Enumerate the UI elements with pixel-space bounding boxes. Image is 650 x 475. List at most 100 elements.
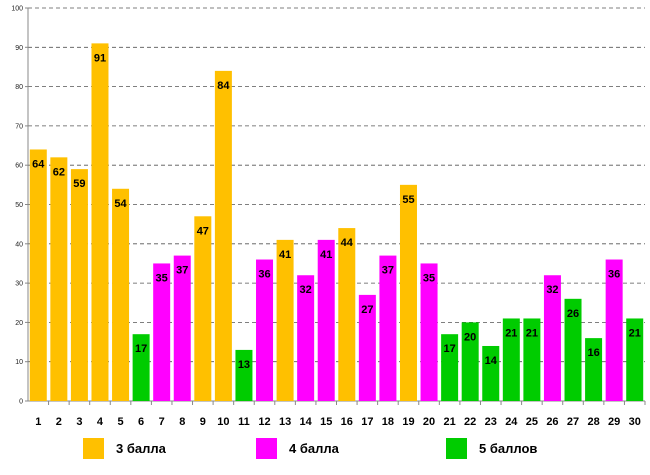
x-tick-label: 17	[361, 416, 373, 428]
bar	[399, 184, 417, 401]
data-label: 20	[464, 331, 476, 343]
legend-label-5-ballov: 5 баллов	[479, 440, 538, 456]
data-label: 36	[608, 269, 620, 281]
x-tick-label: 16	[341, 416, 353, 428]
y-tick-label: 40	[15, 241, 23, 248]
x-tick-label: 10	[217, 416, 229, 428]
x-tick-label: 6	[138, 416, 144, 428]
bar	[317, 239, 335, 401]
bar	[626, 318, 644, 401]
x-tick-label: 11	[238, 416, 250, 428]
bar	[461, 322, 479, 401]
x-tick-label: 20	[423, 416, 435, 428]
x-tick-label: 29	[608, 416, 620, 428]
data-label: 44	[341, 237, 354, 249]
y-tick-label: 80	[15, 84, 23, 91]
data-label: 37	[382, 265, 394, 277]
data-label: 16	[587, 347, 599, 359]
legend-label-3-balla: 3 балла	[116, 440, 166, 456]
legend-item-4-balla: 4 балла	[256, 436, 339, 460]
data-label: 35	[156, 272, 168, 284]
x-tick-label: 19	[402, 416, 414, 428]
legend-swatch-3-balla	[83, 437, 104, 459]
bar	[173, 255, 191, 401]
x-tick-label: 13	[279, 416, 291, 428]
data-label: 32	[300, 284, 312, 296]
x-tick-label: 21	[443, 416, 455, 428]
bar	[585, 338, 603, 401]
legend-item-5-ballov: 5 баллов	[446, 436, 537, 460]
data-label: 17	[135, 343, 147, 355]
x-tick-label: 1	[35, 416, 41, 428]
bar	[153, 263, 171, 401]
x-tick-label: 4	[97, 416, 104, 428]
x-tick-label: 27	[567, 416, 579, 428]
bar	[276, 239, 294, 401]
bar	[502, 318, 520, 401]
data-label: 54	[114, 198, 127, 210]
data-label: 84	[217, 80, 230, 92]
y-tick-label: 30	[15, 281, 23, 288]
legend: 3 балла 4 балла 5 баллов	[0, 436, 650, 466]
bar	[564, 298, 582, 401]
data-label: 36	[258, 269, 270, 281]
legend-swatch-4-balla	[256, 437, 277, 459]
x-tick-label: 24	[505, 416, 518, 428]
data-labels: 64 62 59 91 54 17 35 37 47 84 13 36 41 32 41 44 27 37 55 35…	[32, 52, 641, 371]
bar	[338, 228, 356, 401]
data-label: 47	[197, 225, 209, 237]
data-label: 21	[526, 327, 538, 339]
bar	[543, 275, 561, 401]
data-label: 17	[443, 343, 455, 355]
x-tick-label: 22	[464, 416, 476, 428]
x-tick-label: 26	[546, 416, 558, 428]
data-label: 13	[238, 359, 250, 371]
data-label: 62	[53, 166, 65, 178]
x-tick-label: 15	[320, 416, 332, 428]
bar	[194, 216, 212, 401]
data-label: 26	[567, 308, 579, 320]
data-label: 37	[176, 265, 188, 277]
bar	[70, 169, 88, 401]
bar	[379, 255, 397, 401]
x-tick-label: 8	[179, 416, 185, 428]
data-label: 32	[546, 284, 558, 296]
bar	[29, 149, 47, 401]
x-tick-labels: 1 2 3 4 5 6 7 8 9 10 11 12 13 14 15 16 17 18 19 20 21 22 23 24 2…	[35, 416, 641, 428]
data-label: 64	[32, 158, 45, 170]
data-label: 21	[505, 327, 517, 339]
x-tick-label: 2	[56, 416, 62, 428]
y-tick-label: 0	[19, 399, 23, 406]
bar	[256, 259, 274, 401]
bars	[29, 43, 644, 402]
legend-label-4-balla: 4 балла	[289, 440, 339, 456]
bar	[297, 275, 315, 401]
x-tick-label: 7	[159, 416, 165, 428]
bar	[132, 334, 150, 401]
y-tick-label: 50	[15, 202, 23, 209]
legend-item-3-balla: 3 балла	[83, 436, 166, 460]
data-label: 21	[629, 327, 641, 339]
y-tick-label: 10	[15, 359, 23, 366]
x-tick-label: 9	[200, 416, 206, 428]
bar	[605, 259, 623, 401]
data-label: 14	[485, 355, 498, 367]
x-tick-label: 12	[258, 416, 270, 428]
x-tick-label: 18	[382, 416, 394, 428]
gridlines	[28, 7, 645, 363]
y-tick-label: 100	[11, 6, 23, 13]
bar	[482, 345, 500, 401]
x-tick-label: 14	[300, 416, 313, 428]
data-label: 41	[320, 249, 332, 261]
x-tick-label: 30	[629, 416, 641, 428]
x-tick-label: 3	[76, 416, 82, 428]
bar	[235, 349, 253, 401]
bar	[112, 188, 130, 401]
bar	[420, 263, 438, 401]
bar	[358, 294, 376, 401]
axes	[25, 7, 646, 405]
data-label: 35	[423, 272, 435, 284]
x-tick-label: 25	[526, 416, 538, 428]
y-tick-label: 60	[15, 163, 23, 170]
